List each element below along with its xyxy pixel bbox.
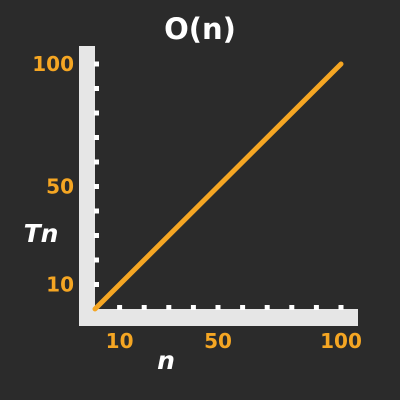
tick-marks: [94, 61, 344, 310]
x-tick-mark: [215, 305, 221, 310]
y-tick-label: 50: [46, 175, 74, 199]
y-tick-mark: [94, 184, 99, 189]
x-axis-bar: [79, 309, 358, 326]
x-tick-mark: [338, 305, 344, 310]
x-tick-mark: [117, 305, 123, 310]
y-axis-bar: [79, 46, 95, 326]
tick-labels: 10 50 100 10 50 100: [32, 52, 362, 353]
y-tick-label: 10: [46, 273, 74, 297]
x-tick-label: 50: [204, 329, 232, 353]
y-tick-mark: [94, 86, 99, 91]
x-tick-mark: [264, 305, 270, 310]
y-tick-mark: [94, 208, 99, 214]
y-tick-mark: [94, 110, 99, 116]
x-tick-mark: [141, 305, 147, 310]
x-tick-mark: [240, 305, 246, 310]
series-group: [92, 61, 344, 312]
x-tick-mark: [313, 305, 319, 310]
x-tick-label: 100: [320, 329, 362, 353]
y-tick-mark: [94, 233, 99, 238]
chart-title: O(n): [164, 12, 236, 46]
x-axis-label: n: [157, 346, 175, 375]
x-tick-mark: [190, 305, 196, 310]
y-axis-label: Tn: [24, 219, 59, 248]
y-tick-mark: [94, 61, 99, 67]
x-tick-label: 10: [106, 329, 134, 353]
y-tick-mark: [94, 135, 99, 140]
y-tick-mark: [94, 159, 99, 165]
y-tick-mark: [94, 282, 99, 287]
series-line: [92, 61, 344, 312]
y-tick-mark: [94, 257, 99, 263]
y-tick-label: 100: [32, 52, 74, 76]
x-tick-mark: [166, 305, 172, 310]
x-tick-mark: [289, 305, 295, 310]
